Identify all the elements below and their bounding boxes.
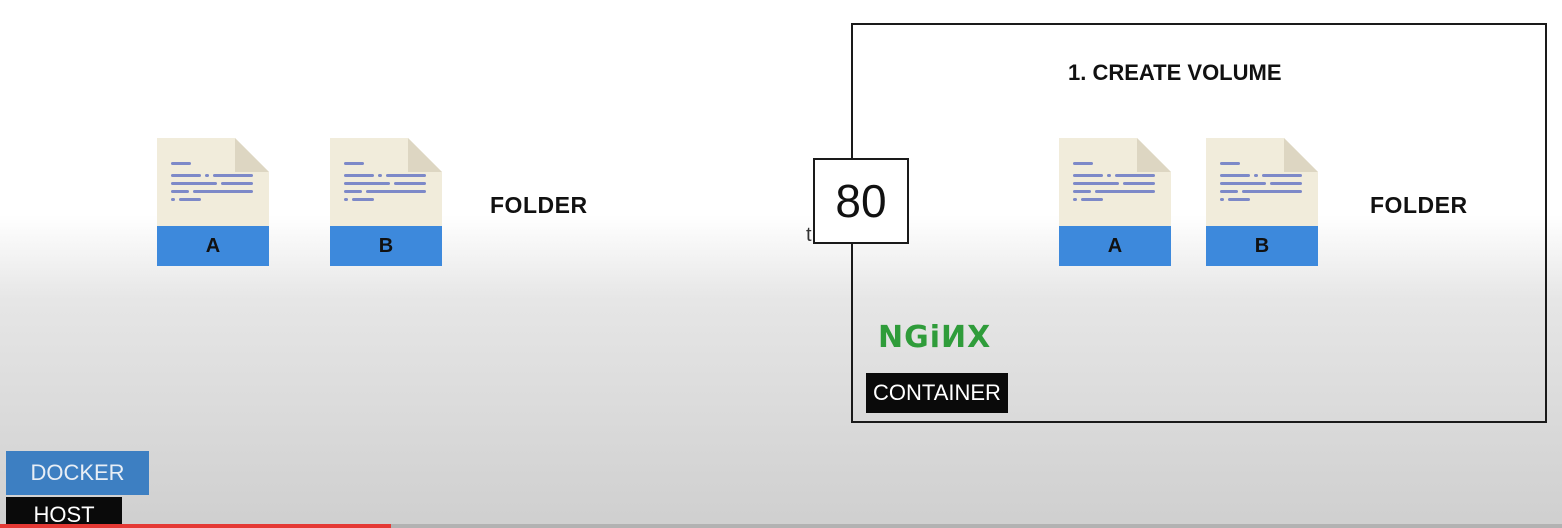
docker-tag: DOCKER <box>6 451 149 495</box>
port-number: 80 <box>835 175 887 227</box>
step-title: 1. CREATE VOLUME <box>1068 60 1282 85</box>
file-label: B <box>1254 234 1270 257</box>
port-box: 80 <box>813 158 909 244</box>
nginx-logo: NGiИX <box>878 320 991 355</box>
document-icon <box>330 138 442 266</box>
container-tag: CONTAINER <box>866 373 1008 413</box>
document-icon <box>1059 138 1171 266</box>
document-icon <box>157 138 269 266</box>
stray-mark: t <box>806 224 812 246</box>
host-file-b: B <box>330 138 442 268</box>
document-icon <box>1206 138 1318 266</box>
container-file-a: A <box>1059 138 1171 268</box>
container-folder-label: FOLDER <box>1370 192 1468 218</box>
file-label: B <box>378 234 394 257</box>
progress-bar[interactable] <box>0 524 1562 528</box>
host-folder-label: FOLDER <box>490 192 588 218</box>
host-tag: HOST <box>6 497 122 528</box>
nginx-logo-text: NGiИX <box>878 320 992 355</box>
host-file-a: A <box>157 138 269 268</box>
progress-bar-fill <box>0 524 391 528</box>
file-label: A <box>1107 234 1123 257</box>
container-file-b: B <box>1206 138 1318 268</box>
file-label: A <box>205 234 221 257</box>
